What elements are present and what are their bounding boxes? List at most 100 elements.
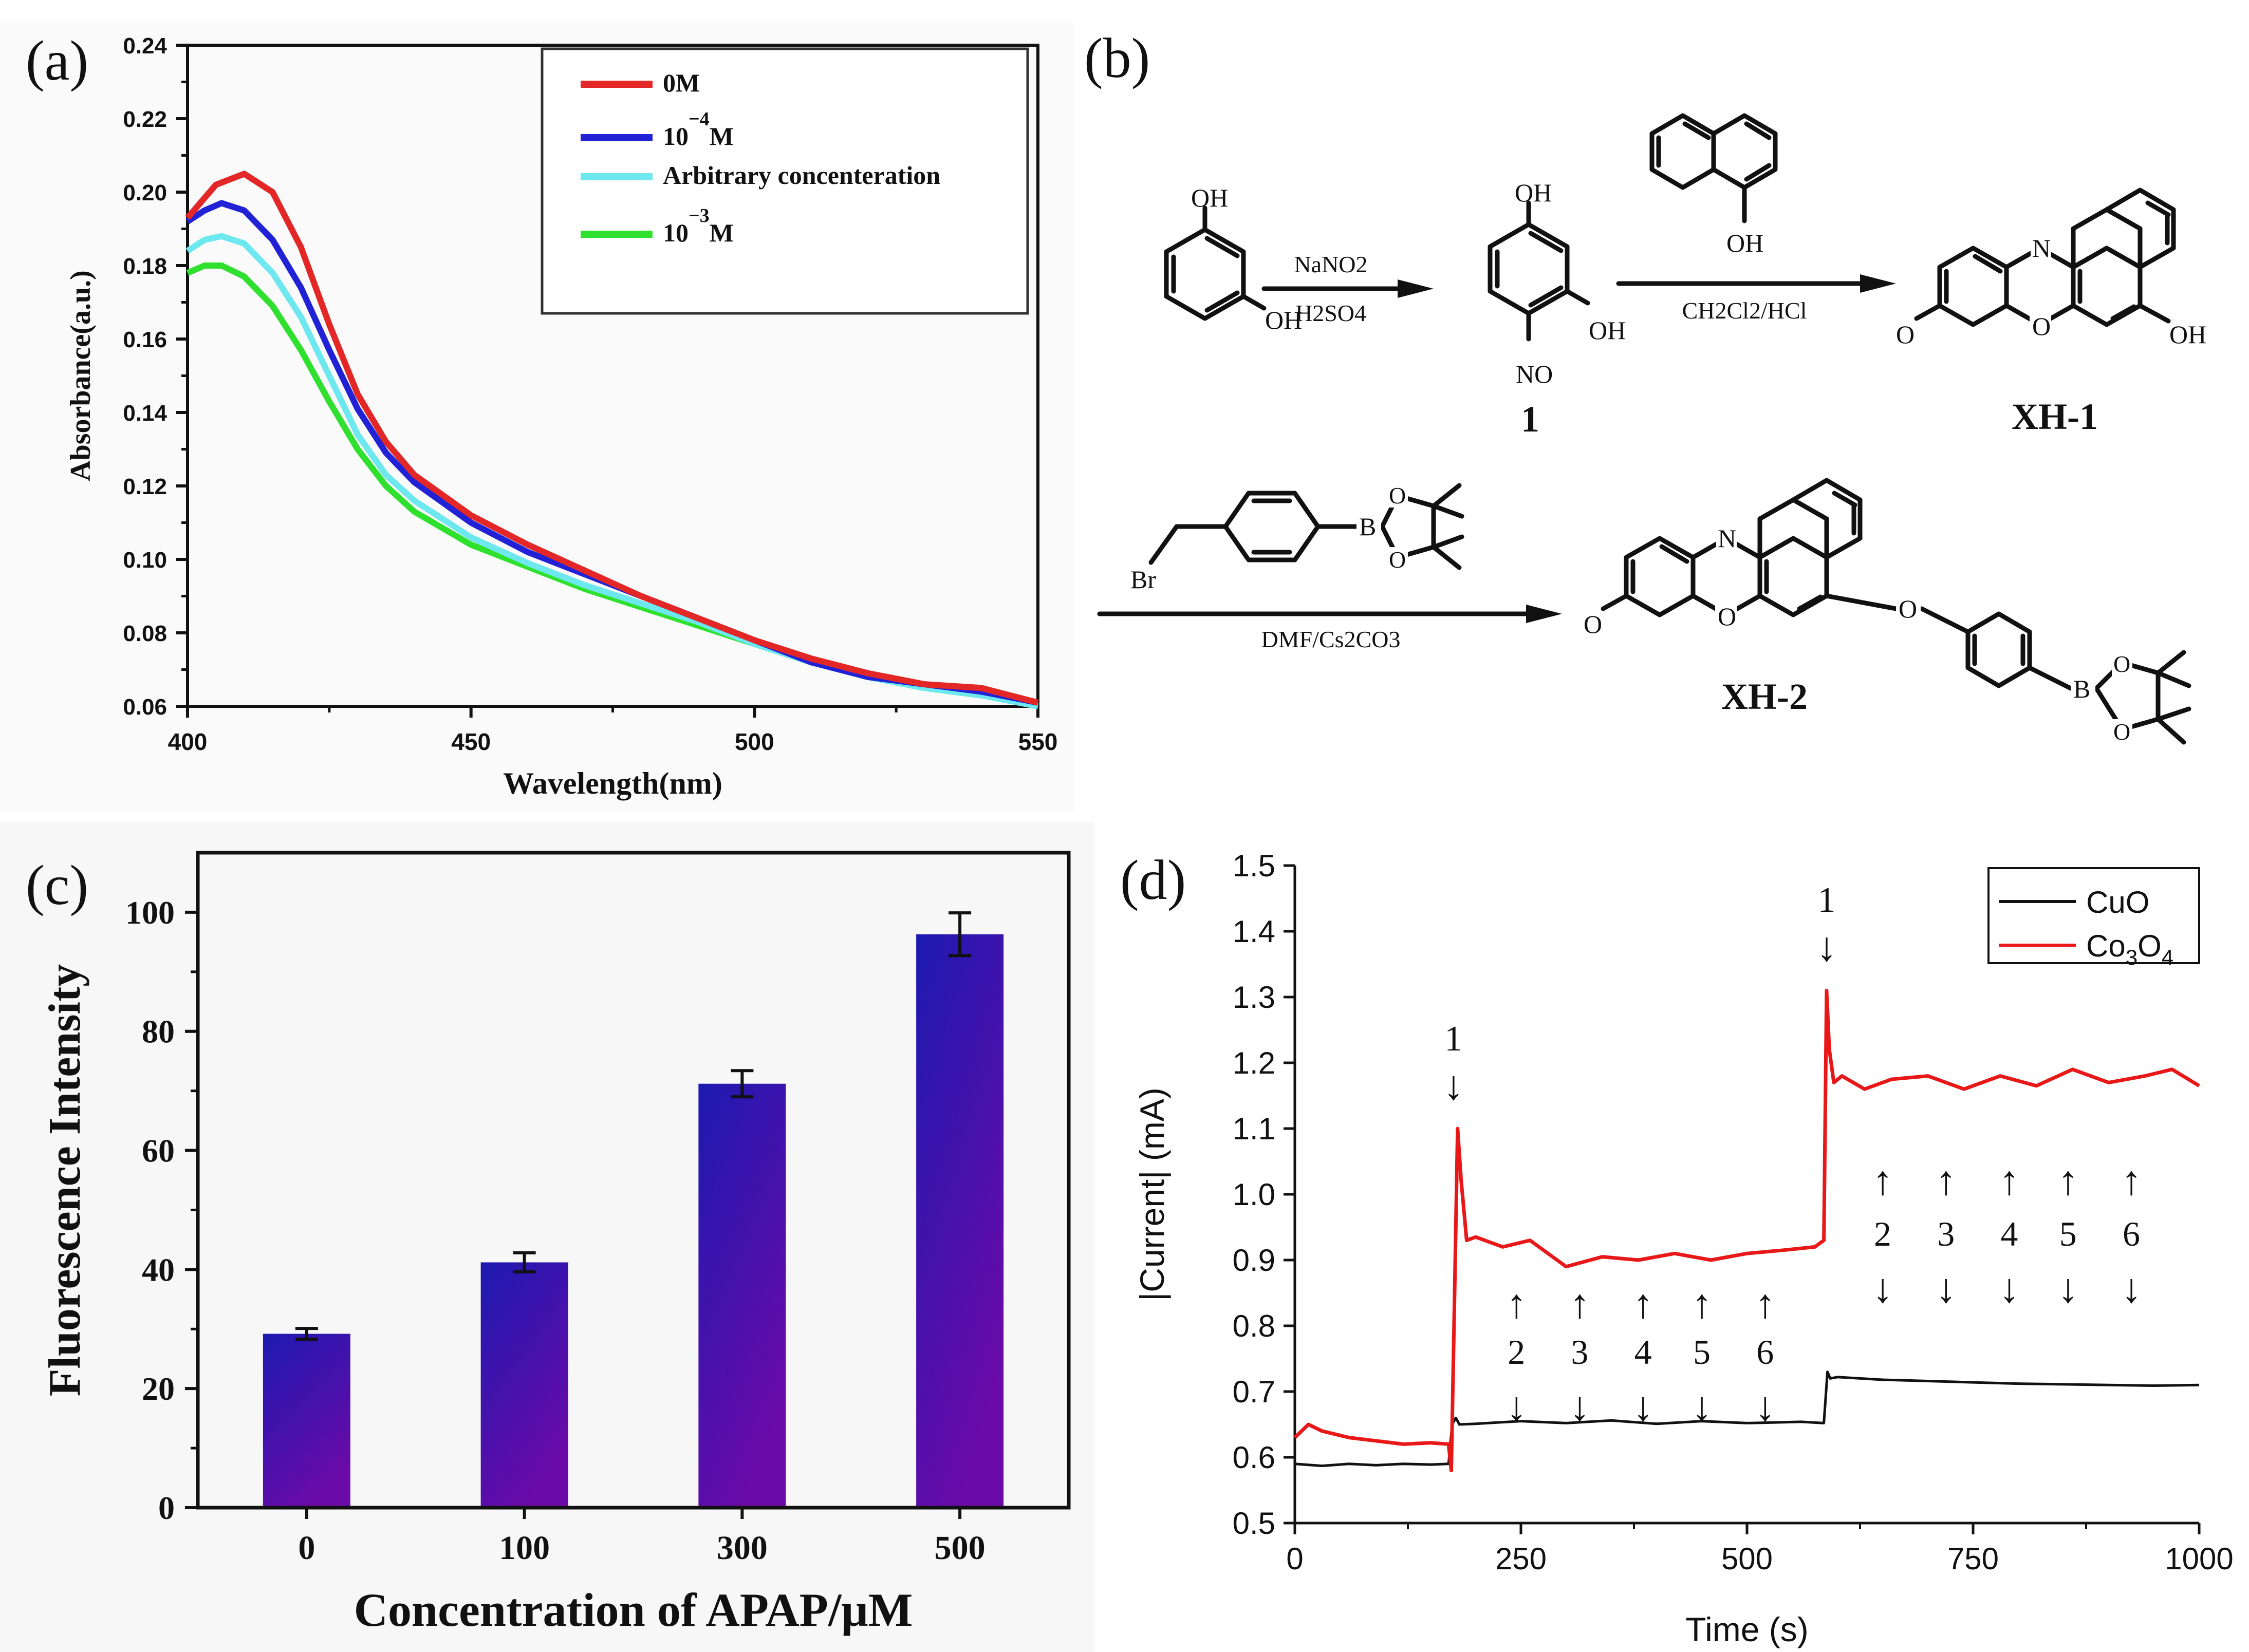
y-tick-label: 1.4	[1233, 914, 1275, 949]
xh1-label: XH-1	[2012, 396, 2098, 437]
resorcinol-oh-top: OH	[1191, 183, 1228, 212]
reagent-ch2cl2-hcl: CH2Cl2/HCl	[1682, 297, 1807, 324]
annotation-arrow-down: ↓	[2121, 1266, 2142, 1311]
legend: 0M 10−4M Arbitrary concenteration 10−3M	[541, 47, 1029, 315]
panel-c: (c) 0 100 300 500 0 20 40 60 80 100 Concentration …	[0, 822, 1094, 1652]
legend-label: 0M	[663, 68, 700, 97]
compound-1-oh-right: OH	[1589, 316, 1626, 345]
annotation-arrow-up: ↑	[2121, 1158, 2142, 1204]
naphthol-oh: OH	[1726, 229, 1763, 257]
y-tick-label: 0.10	[123, 548, 167, 573]
panel-a: (a) 400 450 500 550 0.06 0.08 0.10 0.12 0.14 0.16…	[0, 21, 1074, 812]
xh2-boron: B	[2073, 674, 2090, 703]
xh1-ring-oxygen: O	[2032, 312, 2051, 341]
annotation-arrow-down: ↓	[1872, 1266, 1893, 1311]
panel-c-background	[0, 822, 1094, 1652]
xh2-carbonyl-oxygen: O	[1584, 610, 1602, 639]
x-axis-label: Wavelength(nm)	[503, 766, 722, 800]
annotation-1-arrow: ↓	[1816, 925, 1837, 970]
reagent-h2so4: H2SO4	[1295, 300, 1366, 326]
resorcinol-structure	[1164, 205, 1267, 321]
y-axis-label: Fluorescence Intensity	[40, 964, 90, 1397]
panel-a-label: (a)	[26, 29, 88, 92]
y-tick-label: 0.08	[123, 621, 167, 646]
reagent-dmf-cs2co3: DMF/Cs2CO3	[1261, 626, 1401, 652]
x-tick-label: 500	[735, 728, 774, 755]
xh1-oh: OH	[2169, 320, 2206, 349]
xh2-nitrogen: N	[1718, 524, 1736, 553]
y-tick-label: 0.24	[123, 33, 167, 59]
current-time-chart: 0 250 500 750 1000 0.5 0.6 0.7 0.8 0.9 1.0 1.1 1.2 1.…	[1133, 849, 2234, 1648]
annotation-step-label: 5	[1693, 1332, 1711, 1372]
boronate-boron: B	[1359, 512, 1376, 541]
panel-b-label: (b)	[1084, 27, 1150, 89]
xh2-bo1-mask	[2112, 651, 2132, 676]
panel-b: (b) OH OH NaNO2 H2SO4 OH OH NO 1	[1084, 27, 2206, 745]
xh2-b-mask	[2071, 674, 2095, 702]
reagent-nano2: NaNO2	[1294, 251, 1367, 277]
x-axis-label: Concentration of APAP/μM	[354, 1584, 913, 1636]
y-tick-label: 0.16	[123, 327, 167, 352]
xh1-n-mask	[2031, 236, 2051, 261]
annotation-arrow-down: ↓	[1569, 1384, 1590, 1430]
legend-box	[1987, 867, 2200, 964]
y-axis-label: |Current| (mA)	[1133, 1087, 1171, 1301]
annotation-step-label: 3	[1937, 1214, 1955, 1253]
x-tick-label: 0	[1286, 1542, 1303, 1576]
bar	[480, 1262, 568, 1508]
annotation-1-arrow: ↓	[1443, 1063, 1464, 1109]
boronate-bromine: Br	[1130, 565, 1156, 594]
annotation-arrow-up: ↑	[1872, 1158, 1893, 1204]
annotation-step-label: 4	[2000, 1214, 2018, 1253]
panel-d-label: (d)	[1120, 849, 1186, 911]
legend-label: Arbitrary concenteration	[663, 161, 940, 190]
y-tick-label: 0.5	[1233, 1506, 1275, 1541]
x-tick-label: 500	[935, 1529, 986, 1567]
xh2-ether-oxygen: O	[1899, 594, 1917, 623]
y-tick-label: 1.1	[1233, 1112, 1275, 1146]
x-tick-label: 550	[1018, 728, 1058, 755]
xh1-nitrogen: N	[2032, 234, 2051, 262]
annotation-step-label: 2	[1508, 1332, 1525, 1372]
xh2-o-mask	[1715, 604, 1737, 629]
resorcinol-oh-right: OH	[1265, 306, 1302, 334]
x-tick-label: 750	[1947, 1542, 1999, 1576]
y-tick-label: 20	[142, 1371, 175, 1407]
xh2-ether-mask	[1896, 596, 1921, 622]
y-tick-label: 0.9	[1233, 1243, 1275, 1278]
compound-1-nitroso: NO	[1516, 360, 1553, 388]
x-axis-label: Time (s)	[1685, 1610, 1809, 1648]
x-tick-label: 250	[1495, 1542, 1547, 1576]
y-tick-label: 0	[158, 1490, 175, 1526]
annotation-arrow-down: ↓	[1633, 1384, 1653, 1430]
reaction-arrow-1-head	[1398, 279, 1434, 298]
annotation-arrow-up: ↑	[1692, 1282, 1712, 1327]
series-line-Co3O4	[1293, 988, 2200, 1473]
plot-frame	[196, 851, 1071, 1510]
legend-box	[541, 47, 1029, 315]
compound-1-oh-top: OH	[1515, 178, 1552, 207]
xh2-boronate-oxygen-1: O	[2113, 651, 2130, 677]
absorbance-chart: 400 450 500 550 0.06 0.08 0.10 0.12 0.14 0.16 0.18…	[65, 33, 1057, 800]
annotation-arrow-down: ↓	[2058, 1266, 2078, 1311]
annotation-1-label: 1	[1444, 1019, 1462, 1059]
boronate-reagent-structure	[1148, 483, 1464, 570]
y-tick-label: 0.20	[123, 180, 167, 205]
y-axis-label: Absorbance(a.u.)	[65, 270, 97, 481]
annotation-arrow-down: ↓	[1755, 1384, 1775, 1430]
annotation-arrow-up: ↑	[1633, 1282, 1653, 1327]
xh1-o-mask	[2030, 313, 2051, 339]
reaction-arrow-2-head	[1860, 274, 1896, 293]
series-line-1	[185, 200, 1039, 706]
bar	[263, 1334, 350, 1508]
fluorescence-bar-chart: 0 100 300 500 0 20 40 60 80 100 Concentration of A…	[40, 851, 1071, 1636]
xh2-ring-oxygen: O	[1718, 602, 1736, 631]
y-tick-label: 0.14	[123, 401, 167, 426]
y-tick-label: 60	[142, 1133, 175, 1169]
annotation-arrow-up: ↑	[1755, 1282, 1775, 1327]
y-tick-label: 100	[125, 894, 175, 931]
y-tick-label: 0.18	[123, 254, 167, 279]
annotation-arrow-down: ↓	[1999, 1266, 2019, 1311]
y-tick-label: 0.12	[123, 474, 167, 499]
series-line-0	[185, 171, 1039, 706]
